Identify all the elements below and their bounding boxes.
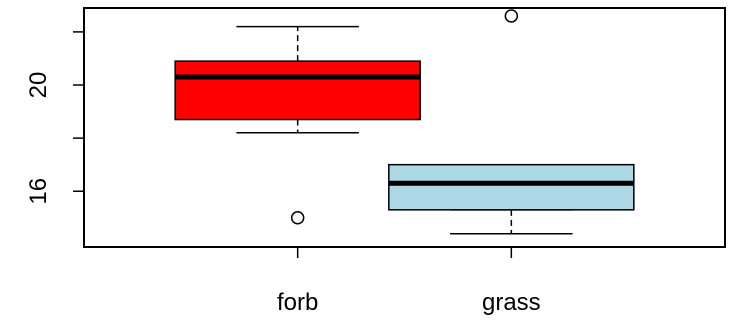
y-tick-label: 20 (25, 72, 52, 99)
box-forb (174, 25, 421, 225)
box-body (174, 60, 421, 121)
x-tick-label: grass (482, 289, 541, 316)
x-tick-label: forb (277, 289, 318, 316)
outlier-point (504, 9, 519, 23)
plot-frame (83, 7, 726, 248)
box-body (388, 163, 635, 211)
outlier-point (290, 211, 305, 225)
box-grass (388, 9, 635, 235)
boxes (174, 9, 635, 235)
x-axis: forb grass (277, 247, 541, 316)
y-tick-label: 16 (25, 178, 52, 205)
